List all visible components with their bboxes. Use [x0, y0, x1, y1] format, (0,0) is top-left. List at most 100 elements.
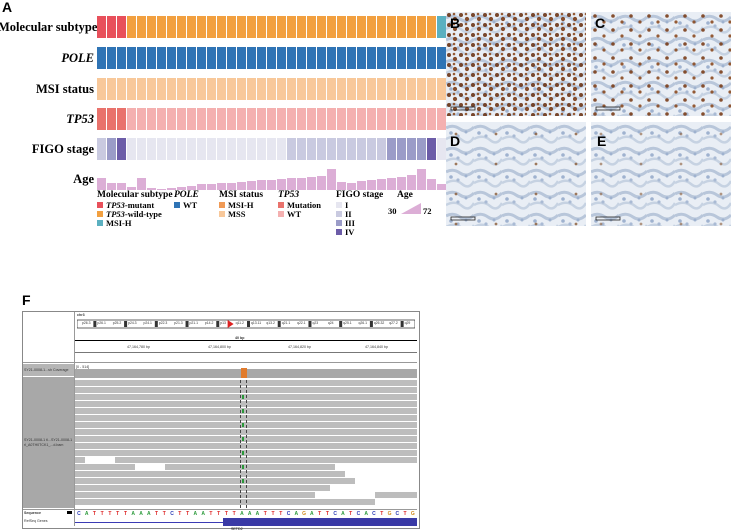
heatmap-cell-tp53: [337, 108, 346, 130]
heatmap-cell-msi: [247, 78, 256, 100]
igv-base: T: [116, 511, 120, 517]
ideogram-band: [400, 321, 404, 327]
ideogram-band: [247, 321, 250, 327]
heatmap-cell-figo: [97, 138, 106, 160]
ideogram-band-label: p21.1: [189, 321, 199, 325]
heatmap-cell-msi: [207, 78, 216, 100]
ideogram-band-label: q24: [327, 321, 334, 325]
heatmap-cell-subtype: [207, 16, 216, 38]
igv-read: [375, 492, 417, 498]
heatmap-cell-tp53: [287, 108, 296, 130]
heatmap-cell-msi: [427, 78, 436, 100]
heatmap-cell-msi: [217, 78, 226, 100]
igv-base: A: [146, 511, 151, 517]
heatmap-cell-figo: [107, 138, 116, 160]
igv-read-mismatch: [242, 423, 244, 427]
heatmap-cell-tp53: [417, 108, 426, 130]
igv-base: C: [333, 511, 337, 517]
ideogram-band: [369, 321, 373, 327]
heatmap-cell-age: [347, 183, 356, 190]
igv-data-panel: chr3 p26.3 p26.1 p25.2 p24.3 p24.1 p22.3 p21.3…: [75, 312, 417, 531]
heatmap-cell-pole: [437, 47, 446, 69]
heatmap-cell-figo: [237, 138, 246, 160]
heatmap-cell-subtype: [237, 16, 246, 38]
heatmap-cell-age: [437, 184, 446, 190]
igv-base: G: [387, 511, 392, 517]
heatmap-cell-subtype: [287, 16, 296, 38]
heatmap-cell-age: [307, 177, 316, 190]
igv-base: T: [232, 511, 236, 517]
heatmap-cell-pole: [167, 47, 176, 69]
heatmap-cell-tp53: [147, 108, 156, 130]
heatmap-cell-msi: [387, 78, 396, 100]
igv-base: T: [123, 511, 127, 517]
legend-figo: FIGO stage I II III IV: [336, 190, 384, 237]
heatmap-cell-figo: [337, 138, 346, 160]
ideogram-band: [308, 321, 312, 327]
legend-age-wedge: [401, 203, 421, 214]
heatmap-cell-msi: [287, 78, 296, 100]
heatmap-cell-tp53: [177, 108, 186, 130]
heatmap-cell-tp53: [157, 108, 166, 130]
legend-figo-title: FIGO stage: [336, 190, 384, 200]
heatmap-cell-pole: [267, 47, 276, 69]
heatmap-cell-tp53: [237, 108, 246, 130]
heatmap-cell-age: [267, 180, 276, 190]
ideogram-band: [185, 321, 189, 327]
igv-refseq-label: RefSeq Genes: [24, 519, 48, 523]
heatmap-cell-tp53: [297, 108, 306, 130]
heatmap-cell-figo: [177, 138, 186, 160]
igv-read-mismatch: [242, 451, 244, 455]
heatmap-cell-age: [407, 175, 416, 190]
heatmap-cell-subtype: [317, 16, 326, 38]
ideogram-band: [216, 321, 220, 327]
igv-base: T: [108, 511, 112, 517]
igv-read: [75, 471, 345, 477]
heatmap-cell-figo: [157, 138, 166, 160]
heatmap-cell-pole: [107, 47, 116, 69]
igv-base: A: [193, 511, 198, 517]
heatmap-cell-subtype: [277, 16, 286, 38]
heatmap-cell-pole: [427, 47, 436, 69]
micrograph-c: [591, 12, 731, 116]
heatmap-cell-pole: [407, 47, 416, 69]
igv-ruler-2: 47,164,800 bp: [208, 345, 231, 349]
heatmap-cell-figo: [247, 138, 256, 160]
igv-ruler-1: 47,164,780 bp: [127, 345, 150, 349]
heatmap-cell-age: [417, 169, 426, 190]
heatmap-cell-subtype: [247, 16, 256, 38]
heatmap-cell-tp53: [317, 108, 326, 130]
heatmap-cell-figo: [417, 138, 426, 160]
heatmap-cell-figo: [427, 138, 436, 160]
row-label-subtype: Molecular subtype: [0, 20, 98, 34]
ideogram-band-label: q25.1: [343, 321, 352, 325]
heatmap-cell-subtype: [157, 16, 166, 38]
legend-tp53: TP53 Mutation WT: [278, 190, 321, 219]
heatmap-cell-subtype: [217, 16, 226, 38]
heatmap-cell-tp53: [277, 108, 286, 130]
heatmap-cell-msi: [417, 78, 426, 100]
igv-base: A: [255, 511, 260, 517]
heatmap-cell-subtype: [327, 16, 336, 38]
heatmap-cell-age: [227, 183, 236, 190]
igv-alignment-track-label: SY21-0008-1 tl...SY21-0008-1: [24, 438, 73, 442]
heatmap-cell-age: [377, 179, 386, 190]
legend-age-title: Age: [397, 190, 413, 200]
heatmap-cell-figo: [317, 138, 326, 160]
igv-base: A: [310, 511, 314, 517]
heatmap-cell-age: [107, 183, 116, 190]
heatmap-cell-msi: [307, 78, 316, 100]
igv-base: T: [155, 511, 159, 517]
ideogram-band-label: p13: [220, 321, 226, 325]
igv-read: [115, 457, 417, 463]
heatmap-cell-msi: [97, 78, 106, 100]
ideogram-band-label: q22.1: [297, 321, 306, 325]
heatmap-cell-figo: [367, 138, 376, 160]
heatmap-cell-subtype: [367, 16, 376, 38]
ideogram-band-label: p14.2: [204, 321, 214, 325]
igv-read: [75, 499, 375, 505]
ideogram-band: [124, 321, 128, 327]
igv-alignment-track-label-2: rl_A0TH0TCK1_...d.bam: [24, 443, 64, 447]
arrow-right-icon[interactable]: [67, 511, 72, 514]
heatmap-cell-pole: [117, 47, 126, 69]
